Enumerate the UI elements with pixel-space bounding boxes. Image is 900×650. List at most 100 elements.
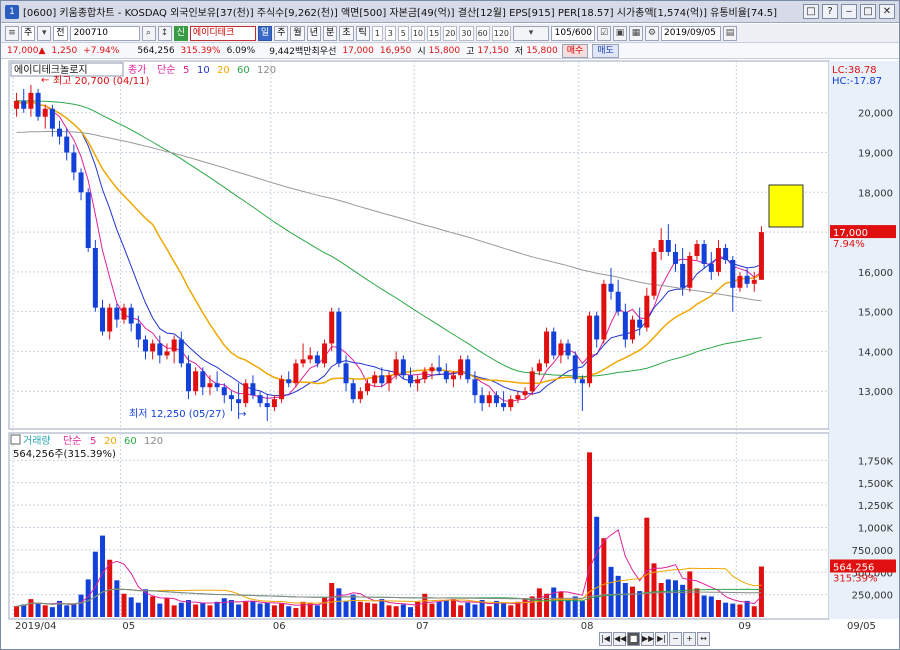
trade-amount: 9,442백만 [269,47,312,57]
gear-icon[interactable]: ⚙ [645,25,660,41]
minute-30[interactable]: 30 [459,25,474,41]
scroll-start-button[interactable]: |◀ [599,632,612,646]
candle-body [558,343,564,356]
best-bid: 17,000 [342,45,374,56]
minute-3[interactable]: 3 [384,25,396,41]
minute-120[interactable]: 120 [491,25,512,41]
current-volume-marker [830,559,896,573]
candle-body [14,100,20,109]
data-count-field[interactable]: 105/600 [551,25,596,41]
legend-stock-name: 에이디테크놀로지 [14,64,88,76]
volume-bar [78,594,84,617]
buy-button[interactable]: 매수 [561,43,589,58]
candle-body [71,152,77,173]
fit-button[interactable]: ↔ [697,632,710,646]
period-day[interactable]: 일 [257,25,273,41]
sell-button[interactable]: 매도 [592,43,619,58]
floating-indicator-box[interactable] [768,184,804,228]
period-minute[interactable]: 분 [322,25,338,41]
volume-bar [558,591,564,617]
candle-body [665,240,671,252]
volume-bar [515,601,521,617]
low-arrow-icon: → [238,409,246,420]
close-button[interactable]: ✕ [879,4,895,19]
minute-10[interactable]: 10 [410,25,425,41]
high-label: 고 [466,47,475,57]
up-arrow-icon: ▲ [38,45,46,56]
candle-body [415,379,421,384]
volume-moving-averages [16,529,762,607]
lc-value: LC:38.78 [832,65,877,76]
up-down-icon[interactable]: ↕ [157,25,172,41]
grid-icon[interactable]: ▦ [629,25,644,41]
stock-chart[interactable]: 13,000 14,000 15,000 16,000 17,000 18,000 19,0… [1,59,899,631]
candle-body [465,359,471,380]
candle-body [257,395,263,404]
date-field[interactable]: 2019/09/05 [661,25,722,41]
volume-ma120-line [16,588,762,607]
volume-bar [536,588,542,617]
volume-bar [271,605,277,617]
volume-bar [565,599,571,617]
minute-5[interactable]: 5 [397,25,409,41]
maximize-button[interactable]: □ [860,4,876,19]
current-price: 17,000 [7,45,39,56]
volume-bar [744,600,750,617]
volume-bar [708,596,714,617]
chevron-down-icon[interactable]: ▾ [37,25,52,41]
period-week[interactable]: 주 [274,25,289,41]
volume-info: 564,256주(315.39%) [13,449,116,460]
volume-bar [551,587,557,617]
stock-code-input[interactable]: 200710 [69,25,140,41]
volume-bar [544,593,550,617]
scroll-next-button[interactable]: ▶▶ [641,632,654,646]
legend-ma10: 10 [197,65,210,76]
volume-bar [637,591,643,617]
legend-volume-toggle[interactable] [10,434,21,445]
volume-bar [57,600,63,617]
search-icon[interactable]: ⌕ [141,25,156,41]
minute-60[interactable]: 60 [475,25,490,41]
candle-body [407,375,413,384]
candle-body [486,395,492,404]
minimize-button[interactable]: ‒ [841,4,857,19]
volume-bar [486,606,492,617]
volume-bar [386,605,392,617]
scroll-prev-button[interactable]: ◀◀ [613,632,626,646]
zoom-out-button[interactable]: − [669,632,682,646]
volume-bar [257,603,263,617]
minute-20[interactable]: 20 [443,25,458,41]
period-month[interactable]: 월 [290,25,305,41]
help-button[interactable]: ? [822,4,838,19]
zoom-in-button[interactable]: + [683,632,696,646]
period-year[interactable]: 년 [306,25,321,41]
market-select[interactable]: 전 [53,25,68,41]
candle-body [221,387,227,396]
volume-bar [107,559,113,617]
volume-bar [279,603,285,617]
candle-body [508,399,514,408]
volume-ma5-line [16,529,762,607]
volume-bar [150,596,156,617]
list-icon[interactable]: ≡ [5,25,19,41]
chart-type-select[interactable]: 주 [21,25,36,41]
save-icon[interactable]: ▣ [613,25,628,41]
dropdown-icon[interactable]: ▾ [513,25,550,41]
current-volume-pct-tag: 315.39% [833,574,878,585]
link-window-button[interactable]: □ [803,4,819,19]
candle-body [128,307,134,324]
minute-15[interactable]: 15 [427,25,442,41]
legend-ma-type: 단순 [157,64,175,76]
candle-body [544,331,550,364]
candle-body [214,383,220,388]
minute-1[interactable]: 1 [371,25,383,41]
calendar-icon[interactable]: ▤ [723,25,738,41]
candle-body [228,395,234,400]
scroll-end-button[interactable]: ▶| [655,632,668,646]
period-second[interactable]: 초 [339,25,354,41]
scroll-stop-button[interactable]: ■ [627,632,640,646]
candle-body [185,363,191,392]
period-tick[interactable]: 틱 [355,25,370,41]
checkbox-icon[interactable]: ☑ [597,25,612,41]
volume-bar [479,600,485,617]
